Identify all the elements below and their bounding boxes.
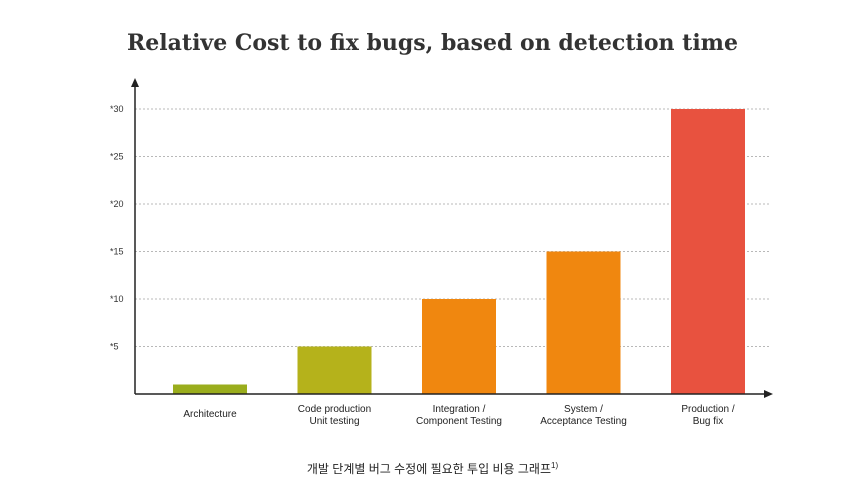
- y-tick-labels: *5 *10 *15 *20 *25 *30: [110, 104, 124, 352]
- x-category-label: Integration / Component Testing: [416, 404, 502, 427]
- x-category-label: Production / Bug fix: [681, 404, 735, 427]
- chart-title: Relative Cost to fix bugs, based on dete…: [127, 30, 738, 56]
- x-category-label: Code production Unit testing: [298, 404, 371, 427]
- x-category-label: System / Acceptance Testing: [540, 404, 627, 427]
- y-tick-label: *15: [110, 247, 124, 257]
- caption-text: 개발 단계별 버그 수정에 필요한 투입 비용 그래프: [306, 462, 551, 476]
- y-axis-arrow-icon: [131, 78, 139, 87]
- x-category-label: Architecture: [183, 409, 237, 420]
- y-tick-label: *10: [110, 294, 124, 304]
- bars: [173, 109, 745, 394]
- y-tick-label: *20: [110, 199, 124, 209]
- x-category-labels: Architecture Code production Unit testing I…: [183, 404, 735, 427]
- y-tick-label: *30: [110, 104, 124, 114]
- bar: [422, 299, 496, 394]
- figure-caption: 개발 단계별 버그 수정에 필요한 투입 비용 그래프1): [0, 460, 865, 477]
- bar: [671, 109, 745, 394]
- x-axis-arrow-icon: [764, 390, 773, 398]
- bar: [297, 346, 372, 394]
- y-tick-label: *5: [110, 342, 119, 352]
- bar: [546, 251, 621, 394]
- axes: [131, 78, 773, 398]
- bar: [173, 384, 247, 394]
- y-tick-label: *25: [110, 152, 124, 162]
- caption-footnote: 1): [551, 461, 559, 470]
